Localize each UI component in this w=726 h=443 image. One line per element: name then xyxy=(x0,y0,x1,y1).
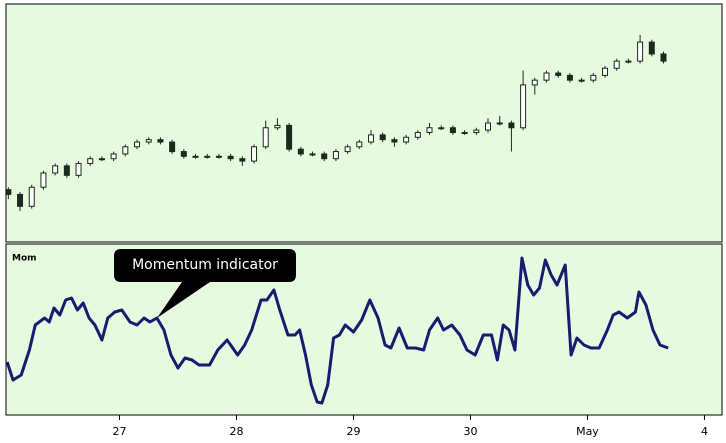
callout-text: Momentum indicator xyxy=(132,257,278,273)
candle-body xyxy=(543,72,550,81)
candle-body xyxy=(17,193,24,207)
candle-body xyxy=(578,79,585,82)
candle-body xyxy=(449,127,456,134)
candle-body xyxy=(461,132,468,135)
x-tick-label: May xyxy=(576,425,599,438)
candle-body xyxy=(660,53,667,62)
candle-body xyxy=(637,41,644,62)
candle-body xyxy=(625,60,632,63)
x-tick-label: 28 xyxy=(229,425,243,438)
callout: Momentum indicator xyxy=(114,249,296,318)
candle-body xyxy=(251,146,258,162)
candle-body xyxy=(438,127,445,130)
candle-body xyxy=(134,141,141,148)
plot-area xyxy=(5,243,723,416)
candle-body xyxy=(204,155,211,158)
candle-body xyxy=(414,132,421,138)
candle-body xyxy=(531,79,538,86)
plot-area xyxy=(5,3,723,243)
x-tick-label: 29 xyxy=(346,425,360,438)
candle-body xyxy=(286,124,293,150)
candle-body xyxy=(157,139,164,143)
candle-body xyxy=(332,151,339,160)
candle-body xyxy=(227,155,234,160)
candle-body xyxy=(344,146,351,153)
candle-body xyxy=(239,158,246,162)
candle-body xyxy=(192,155,199,158)
callout-box xyxy=(114,249,296,318)
candle-body xyxy=(566,74,573,81)
candle-body xyxy=(262,127,269,148)
candle-body xyxy=(75,162,82,176)
candle-body xyxy=(368,134,375,143)
candle-body xyxy=(555,72,562,76)
candle-body xyxy=(403,136,410,143)
candle-body xyxy=(496,122,503,125)
candle-body xyxy=(613,60,620,69)
momentum-line xyxy=(5,256,669,405)
candle-body xyxy=(379,134,386,141)
candle-body xyxy=(648,41,655,55)
x-tick-label: 30 xyxy=(463,425,477,438)
candle-body xyxy=(356,141,363,148)
candle-body xyxy=(63,165,70,176)
candle-body xyxy=(52,165,59,174)
candle-body xyxy=(590,74,597,81)
candle-body xyxy=(485,122,492,131)
candle-body xyxy=(602,67,609,76)
candle-body xyxy=(145,139,152,143)
candle-body xyxy=(309,153,316,156)
candle-body xyxy=(297,148,304,155)
candle-body xyxy=(122,146,129,155)
x-tick-label: 27 xyxy=(112,425,126,438)
candle-body xyxy=(110,153,117,160)
candle-body xyxy=(87,158,94,164)
candle-body xyxy=(520,84,527,129)
candle-body xyxy=(215,155,222,158)
candle-body xyxy=(98,158,105,161)
candle-body xyxy=(426,127,433,134)
candle-body xyxy=(5,189,12,195)
x-tick-label: 4 xyxy=(701,425,708,438)
panel-title: Mom xyxy=(12,254,37,264)
candle-body xyxy=(473,129,480,134)
candle-body xyxy=(180,151,187,157)
candle-body xyxy=(169,141,176,153)
candle-body xyxy=(28,186,35,207)
candle-body xyxy=(274,124,281,129)
candle-body xyxy=(321,153,328,160)
candle-body xyxy=(508,122,515,129)
candle-body xyxy=(391,139,398,143)
candle-body xyxy=(40,172,47,188)
